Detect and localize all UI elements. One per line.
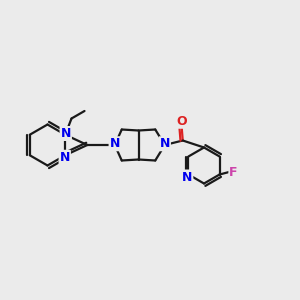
Text: O: O <box>176 115 187 128</box>
Text: N: N <box>60 151 70 164</box>
Text: F: F <box>229 166 238 178</box>
Text: N: N <box>61 127 71 140</box>
Text: N: N <box>110 137 120 150</box>
Text: N: N <box>160 137 170 150</box>
Text: N: N <box>182 170 192 184</box>
